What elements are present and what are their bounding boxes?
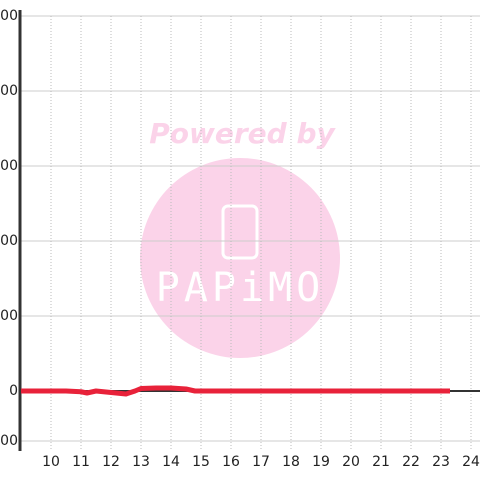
- y-tick-label: 60,000: [0, 233, 18, 249]
- x-tick-label: 21: [372, 454, 390, 470]
- x-tick-label: 11: [72, 454, 90, 470]
- x-tick-label: 23: [432, 454, 450, 470]
- x-tick-label: 17: [252, 454, 270, 470]
- y-tick-label: 120,000: [0, 83, 18, 99]
- x-tick-label: 24: [462, 454, 480, 470]
- x-tick-label: 14: [162, 454, 180, 470]
- x-tick-label: 20: [342, 454, 360, 470]
- line-series: [21, 385, 450, 397]
- y-tick-label: 30,000: [0, 308, 18, 324]
- y-tick-label: -20,000: [0, 433, 18, 449]
- x-tick-label: 19: [312, 454, 330, 470]
- x-tick-label: 22: [402, 454, 420, 470]
- x-tick-label: 18: [282, 454, 300, 470]
- watermark-logo: PAPiMO: [156, 265, 325, 311]
- y-tick-label: 90,000: [0, 158, 18, 174]
- watermark-text: Powered by: [149, 117, 336, 150]
- x-tick-label: 16: [222, 454, 240, 470]
- y-tick-label: 0: [9, 383, 18, 399]
- x-tick-label: 12: [102, 454, 120, 470]
- x-tick-label: 13: [132, 454, 150, 470]
- x-tick-label: 15: [192, 454, 210, 470]
- x-tick-label: 10: [42, 454, 60, 470]
- watermark-icon: [221, 204, 259, 260]
- y-tick-label: 150,000: [0, 8, 18, 24]
